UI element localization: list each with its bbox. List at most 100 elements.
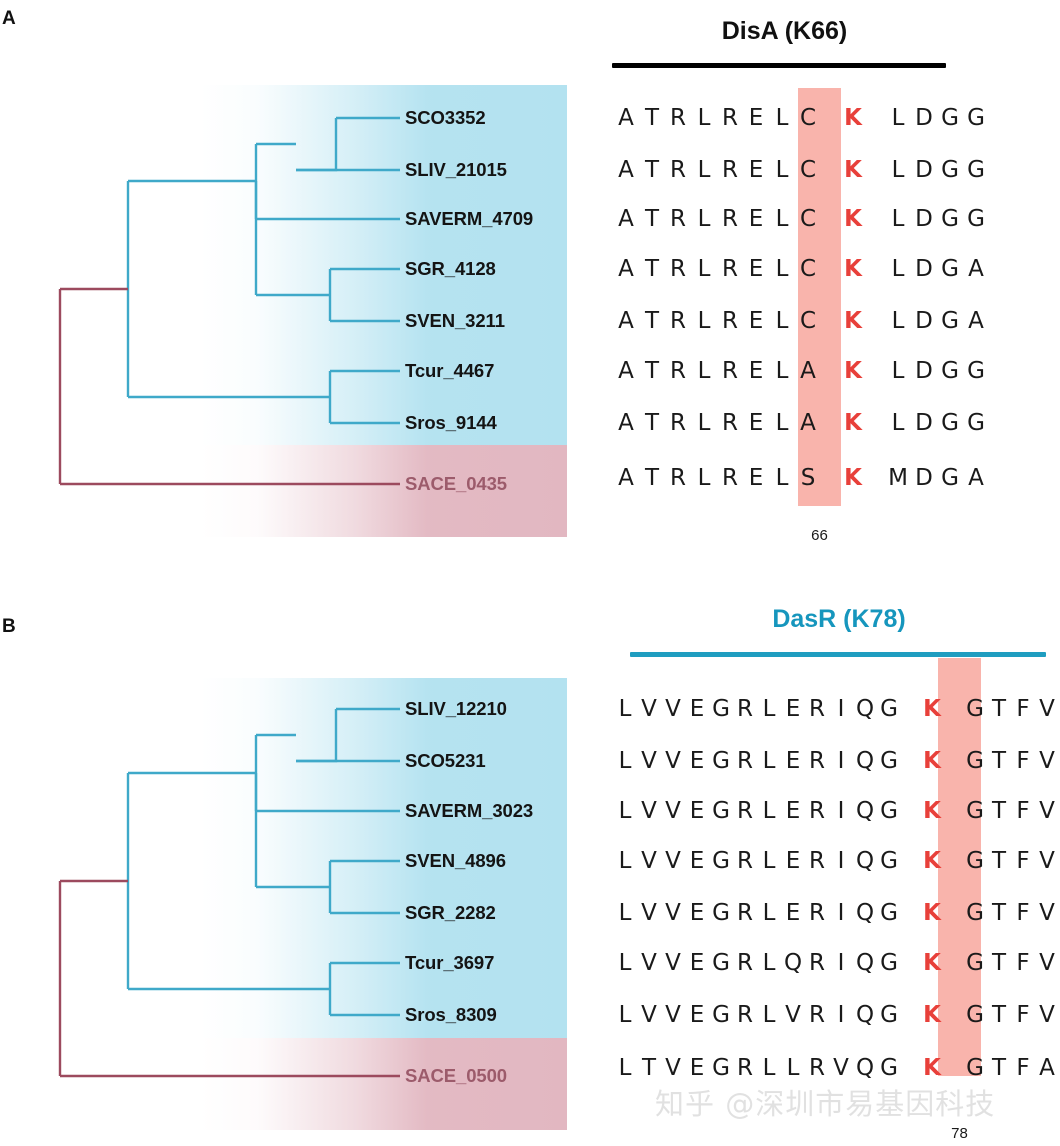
residue: L (618, 900, 632, 926)
residue: R (722, 410, 738, 436)
residue: L (786, 1055, 800, 1081)
residue: D (915, 157, 933, 183)
alignment-row: LVVEGRLERIQGKGTFVA (613, 896, 1060, 930)
residue: R (670, 256, 686, 282)
residue: L (697, 105, 711, 131)
residue: L (762, 950, 776, 976)
residue: Q (855, 1002, 875, 1028)
residue: V (833, 1055, 849, 1081)
residue: L (891, 358, 905, 384)
residue: D (915, 465, 933, 491)
residue: L (762, 1002, 776, 1028)
residue: L (762, 1055, 776, 1081)
residue: L (775, 157, 789, 183)
residue: V (785, 1002, 801, 1028)
residue: L (775, 308, 789, 334)
residue: I (837, 748, 845, 774)
residue: R (737, 748, 753, 774)
residue: T (644, 105, 660, 131)
residue: Q (855, 798, 875, 824)
alignment-row: LVVEGRLVRIQGKGTFVA (613, 998, 1060, 1032)
residue: G (712, 798, 730, 824)
residue: L (775, 105, 789, 131)
residue: D (915, 358, 933, 384)
residue: G (967, 157, 985, 183)
panel-a: A (2, 8, 989, 544)
residue: G (967, 206, 985, 232)
residue: L (762, 848, 776, 874)
residue: V (1039, 848, 1055, 874)
residue: R (670, 105, 686, 131)
residue: G (880, 696, 898, 722)
residue: L (697, 206, 711, 232)
residue: G (966, 1002, 984, 1028)
residue: V (665, 848, 681, 874)
residue: G (712, 900, 730, 926)
key-residue: K (844, 465, 862, 491)
residue: L (891, 410, 905, 436)
residue: T (644, 308, 660, 334)
panel-b: B SLIV_12210 SCO5231 (0, 573, 1060, 1146)
residue: G (941, 256, 959, 282)
residue: L (618, 1055, 632, 1081)
residue: R (670, 465, 686, 491)
residue: L (891, 308, 905, 334)
residue: L (762, 696, 776, 722)
residue: F (1016, 696, 1030, 722)
alignment-row: LVVEGRLERIQGKGTFVA (613, 692, 1060, 726)
leaf-label-sco5231: SCO5231 (405, 750, 486, 771)
alignment-rule-b (630, 652, 1046, 657)
residue: C (799, 308, 817, 334)
residue: V (641, 748, 657, 774)
alignment-title-disa: DisA (K66) (721, 17, 848, 45)
residue: I (837, 696, 845, 722)
phylogenetic-tree-b (58, 707, 400, 1078)
residue: G (880, 950, 898, 976)
residue: T (644, 256, 660, 282)
residue: E (689, 1055, 705, 1081)
residue: L (618, 748, 632, 774)
highlight-column-a (798, 88, 841, 506)
residue: T (991, 1002, 1007, 1028)
leaf-label-sace0500: SACE_0500 (405, 1065, 507, 1086)
residue: R (670, 157, 686, 183)
residue: R (809, 696, 825, 722)
residue: L (775, 410, 789, 436)
residue: G (966, 696, 984, 722)
key-residue: K (923, 1002, 941, 1028)
residue: R (737, 1002, 753, 1028)
residue: G (941, 308, 959, 334)
key-residue: K (923, 696, 941, 722)
key-residue: K (844, 206, 862, 232)
residue: E (689, 848, 705, 874)
residue: T (991, 696, 1007, 722)
node-1-2 (296, 118, 338, 172)
residue: Q (855, 696, 875, 722)
residue: V (1039, 950, 1055, 976)
leaf-label-sros9144: Sros_9144 (405, 412, 497, 433)
key-residue: K (844, 256, 862, 282)
residue: E (689, 798, 705, 824)
residue: T (644, 157, 660, 183)
residue: E (785, 696, 801, 722)
residue: E (785, 798, 801, 824)
alignment-row: LVVEGRLQRIQGKGTFVA (613, 946, 1060, 980)
panel-b-letter: B (2, 616, 16, 637)
residue: G (880, 1002, 898, 1028)
residue: G (880, 848, 898, 874)
residue: Q (855, 1055, 875, 1081)
residue: R (809, 1002, 825, 1028)
residue: G (966, 798, 984, 824)
residue: L (762, 798, 776, 824)
key-residue: K (844, 308, 862, 334)
residue: G (967, 358, 985, 384)
residue: G (941, 465, 959, 491)
key-residue: K (844, 410, 862, 436)
key-residue: K (923, 900, 941, 926)
